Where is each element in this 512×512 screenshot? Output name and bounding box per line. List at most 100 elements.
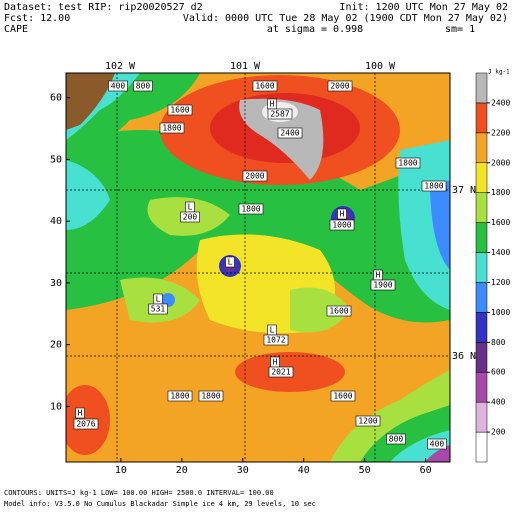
label-box <box>329 219 355 231</box>
label-box <box>386 433 406 445</box>
contour-label: 400 <box>111 82 126 91</box>
colorbar-label: 200 <box>491 428 506 437</box>
contours-info: CONTOURS: UNITS=J kg-1 LOW= 100.00 HIGH=… <box>4 489 274 497</box>
contour-label: 2021 <box>271 368 290 377</box>
contour-label: 1800 <box>398 159 417 168</box>
contour-label: 1800 <box>424 182 443 191</box>
dataset: Dataset: test RIP: rip20020527 d2 <box>4 2 203 13</box>
label-box <box>327 80 353 92</box>
x-tick-label: 20 <box>176 465 188 476</box>
x-tick-label: 60 <box>420 465 432 476</box>
x-tick-label: 40 <box>298 465 310 476</box>
label-box <box>159 122 185 134</box>
contour-label: 531 <box>151 305 166 314</box>
plot-frame <box>65 72 451 463</box>
contour-label: 1600 <box>170 106 189 115</box>
label-box <box>268 366 294 378</box>
contour-label: H <box>376 271 381 280</box>
label-box <box>427 438 447 450</box>
valid: Valid: 0000 UTC Tue 28 May 02 (1900 CDT … <box>183 13 508 24</box>
contour-label: H <box>78 409 83 418</box>
colorbar-label: 800 <box>491 338 506 347</box>
label-box <box>148 303 168 315</box>
label-box <box>355 415 381 427</box>
colorbar-label: 1600 <box>491 218 510 227</box>
y-tick-label: 30 <box>50 278 62 289</box>
label-box <box>198 390 224 402</box>
model-info: Model info: V3.5.0 No Cumulus Blackadar … <box>4 500 316 508</box>
contour-labels: 400 800 1600 2000H2587160018002400200018001… <box>73 80 447 450</box>
label-box <box>108 80 128 92</box>
y-tick-label: 10 <box>50 401 62 412</box>
colorbar-bin <box>475 132 488 164</box>
colorbar-bin <box>475 72 488 104</box>
colorbar-bin <box>475 371 488 403</box>
colorbar-bin <box>475 431 488 463</box>
contour-label: 1800 <box>241 205 260 214</box>
colorbar-bin <box>475 102 488 134</box>
label-box <box>75 407 85 419</box>
colorbar-bin <box>475 401 488 433</box>
contour-label: L <box>156 295 161 304</box>
contour-label: L <box>270 326 275 335</box>
field: CAPE <box>4 24 28 35</box>
y-tick-label: 50 <box>50 154 62 165</box>
colorbar-label: 400 <box>491 398 506 407</box>
contour-label: 1800 <box>170 392 189 401</box>
x-tick-label: 30 <box>237 465 249 476</box>
colorbar-bin <box>475 162 488 193</box>
label-box <box>421 180 447 192</box>
label-box <box>267 108 293 120</box>
label-box <box>167 390 193 402</box>
level: at sigma = 0.998 <box>267 24 363 35</box>
colorbar-bin <box>475 282 488 313</box>
cape-field <box>66 73 450 462</box>
colorbar-label: 1400 <box>491 248 510 257</box>
colorbar-bin <box>475 192 488 223</box>
colorbar-bin <box>475 252 488 283</box>
contour-label: 1000 <box>332 221 351 230</box>
lat-label: 37 N <box>452 185 476 196</box>
colorbar-label: 2000 <box>491 158 510 167</box>
label-box <box>326 305 352 317</box>
smooth: sm= 1 <box>445 24 475 35</box>
lon-label: 100 W <box>365 61 396 72</box>
label-box <box>133 80 153 92</box>
label-box <box>242 170 268 182</box>
colorbar-bin <box>475 312 488 343</box>
contour-label: 1600 <box>329 307 348 316</box>
contour-label: 2000 <box>245 172 264 181</box>
contour-label: H <box>273 358 278 367</box>
label-box <box>277 127 303 139</box>
label-box <box>330 390 356 402</box>
contour-label: 1800 <box>201 392 220 401</box>
label-box <box>180 211 200 223</box>
label-box <box>370 279 396 291</box>
colorbar-bin <box>475 222 488 253</box>
lon-label: 101 W <box>230 61 261 72</box>
colorbar-units: J kg-1 <box>488 69 510 76</box>
contour-label: 200 <box>183 213 198 222</box>
contour-label: L <box>228 258 233 267</box>
x-tick-label: 50 <box>359 465 371 476</box>
init: Init: 1200 UTC Mon 27 May 02 <box>339 2 508 13</box>
contour-label: 1600 <box>333 392 352 401</box>
lat-label: 36 N <box>452 351 476 362</box>
colorbar-label: 2400 <box>491 98 510 107</box>
label-box <box>225 256 235 268</box>
colorbar-label: 1800 <box>491 188 510 197</box>
contour-label: 1200 <box>358 417 377 426</box>
label-box <box>167 104 193 116</box>
contour-label: 800 <box>136 82 151 91</box>
label-box <box>238 203 264 215</box>
contour-label: 1072 <box>266 336 285 345</box>
x-tick-label: 10 <box>115 465 127 476</box>
geo-lines <box>66 73 450 462</box>
label-box <box>395 157 421 169</box>
colorbar-label: 600 <box>491 368 506 377</box>
y-tick-label: 20 <box>50 340 62 351</box>
contour-label: 2076 <box>76 420 95 429</box>
label-box <box>252 80 278 92</box>
contour-label: 2587 <box>270 110 289 119</box>
